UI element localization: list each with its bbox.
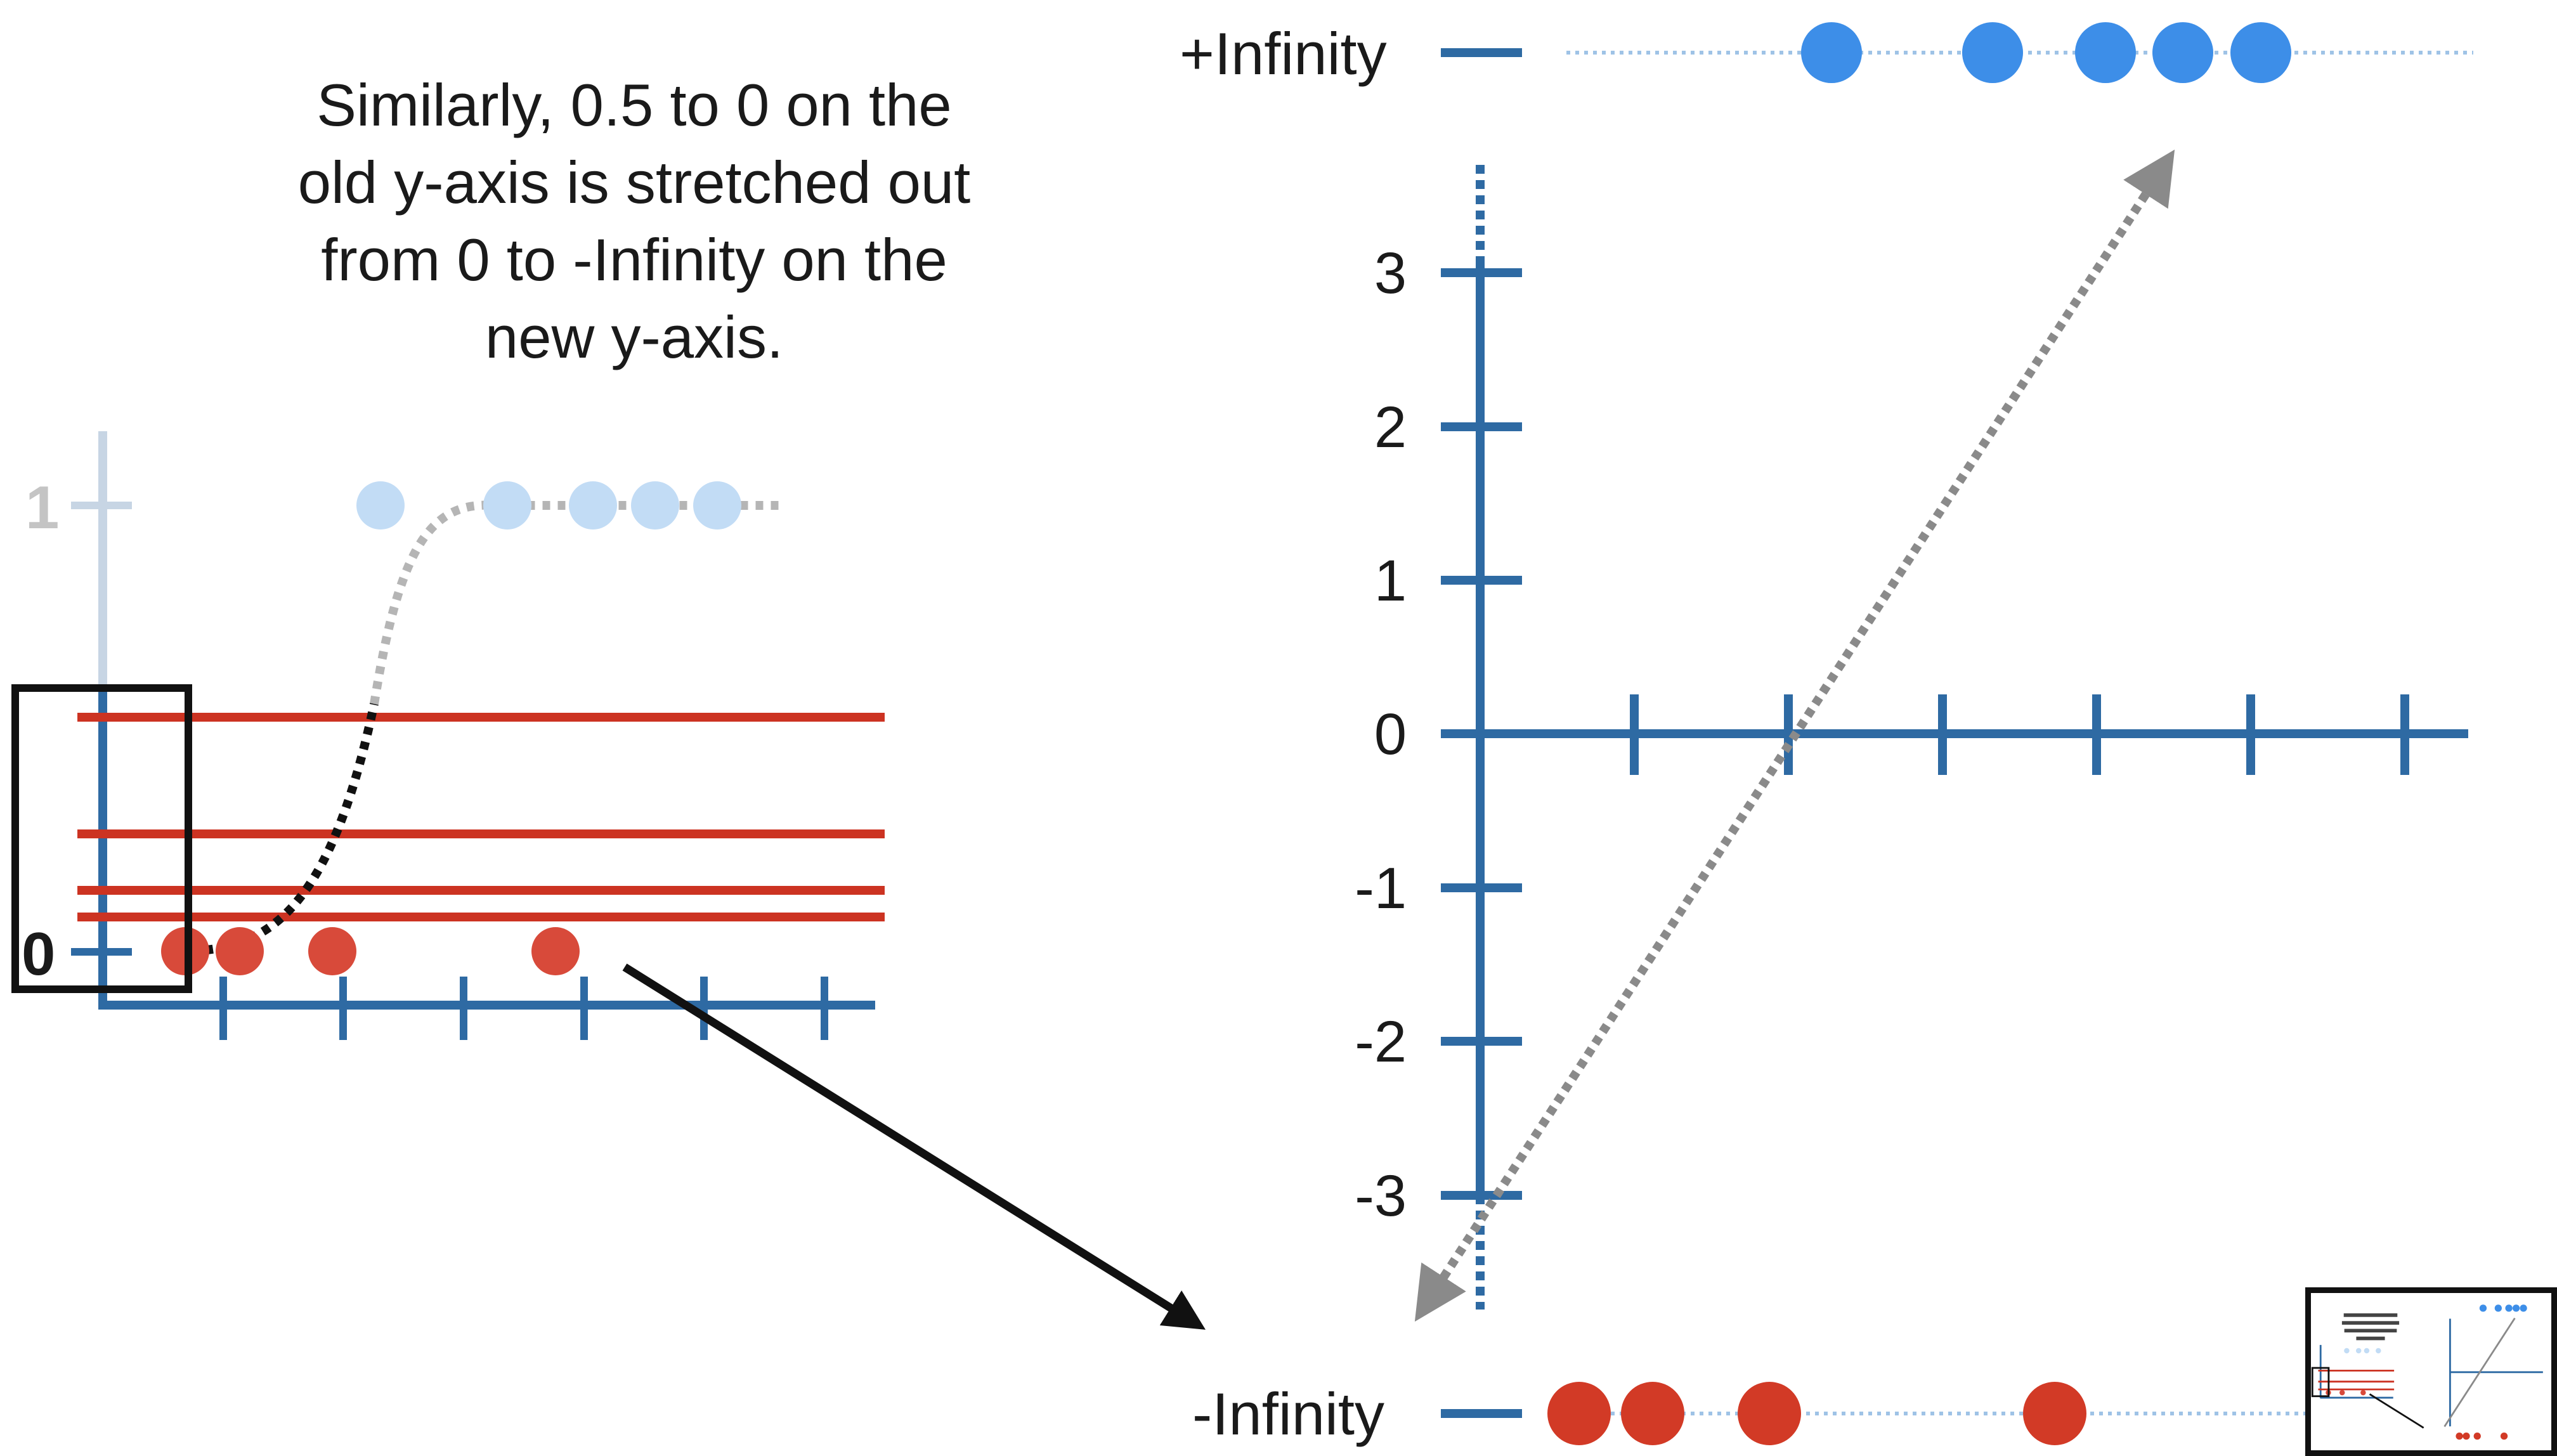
old-plot: 1 xyxy=(11,431,885,1040)
thumbnail-preview xyxy=(2311,1304,2543,1440)
y-tick-label: 2 xyxy=(1374,395,1407,460)
old-y-label-0: 0 xyxy=(22,920,55,988)
old-blue-points xyxy=(356,481,741,530)
double-headed-dotted-arrow-icon xyxy=(1414,149,2175,1322)
new-plot: 3 2 1 0 -1 -2 -3 +Infinity xyxy=(1180,20,2473,1447)
caption-line: Similarly, 0.5 to 0 on the xyxy=(316,72,952,138)
y-tick-label: 3 xyxy=(1374,241,1407,306)
old-red-points xyxy=(161,927,580,975)
slide-thumbnail[interactable] xyxy=(2305,1287,2557,1456)
caption: Similarly, 0.5 to 0 on the old y-axis is… xyxy=(228,67,1040,376)
y-tick-label: -3 xyxy=(1355,1164,1407,1228)
y-tick-label: 1 xyxy=(1374,549,1407,613)
y-tick-label: -2 xyxy=(1355,1010,1407,1074)
y-tick-label: -1 xyxy=(1355,856,1407,921)
new-y-tick-labels: 3 2 1 0 -1 -2 -3 xyxy=(1355,241,1407,1228)
selection-rectangle-icon xyxy=(11,684,192,993)
pos-infinity-label: +Infinity xyxy=(1180,20,1387,87)
probability-lines xyxy=(77,713,885,921)
thumbnail-caption-lines xyxy=(2341,1313,2400,1341)
y-tick-label: 0 xyxy=(1374,702,1407,767)
old-x-ticks xyxy=(219,977,828,1040)
caption-line: old y-axis is stretched out xyxy=(297,149,971,216)
caption-line: new y-axis. xyxy=(485,304,784,370)
caption-line: from 0 to -Infinity on the xyxy=(321,226,947,293)
arrow-down-right-icon xyxy=(622,963,1206,1330)
neg-infinity-label: -Infinity xyxy=(1192,1381,1384,1447)
sigmoid-curve-upper xyxy=(370,500,783,705)
neg-infinity-points xyxy=(1547,1382,2086,1445)
pos-infinity-points xyxy=(1801,22,2291,83)
old-y-label-1: 1 xyxy=(25,474,59,542)
